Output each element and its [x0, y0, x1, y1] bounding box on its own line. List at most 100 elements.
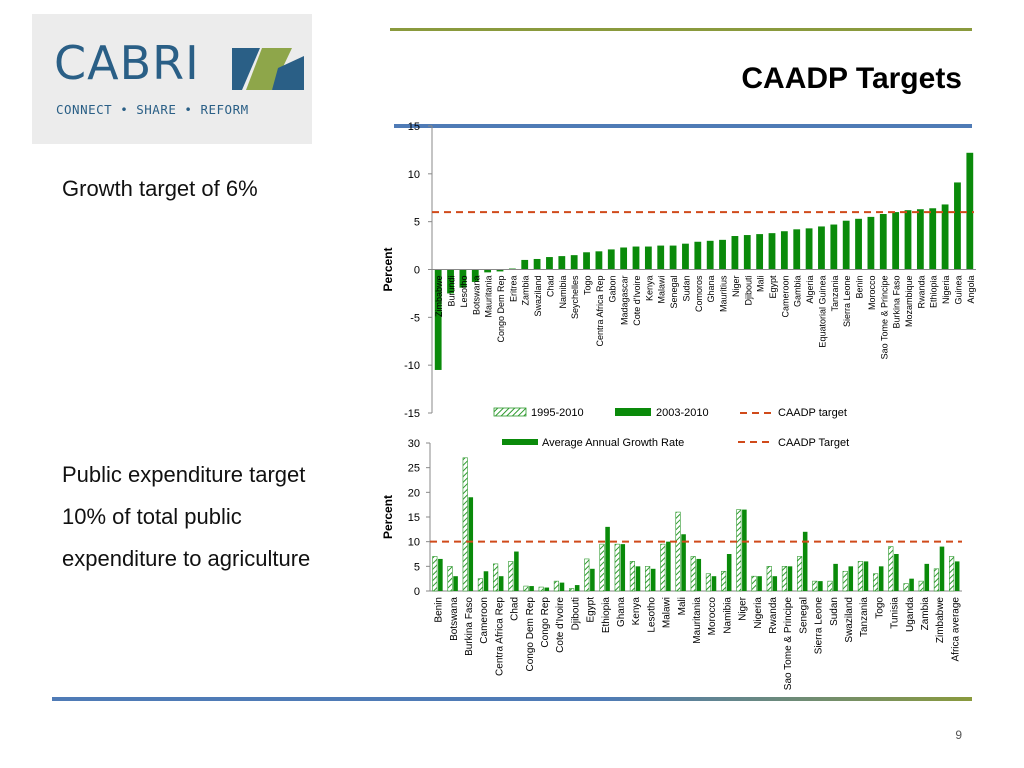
x-tick-label: Congo Dem Rep [525, 597, 536, 672]
y-tick-label: -5 [410, 312, 420, 324]
bar-solid [939, 546, 945, 591]
bar [632, 246, 640, 270]
x-tick-label: Mali [756, 276, 766, 293]
bar-hatched [690, 556, 696, 592]
x-tick-label: Cote d'Ivoire [555, 597, 566, 653]
bar-hatched [584, 558, 590, 592]
page-number: 9 [955, 728, 962, 742]
legend-label: Average Annual Growth Rate [542, 437, 684, 449]
bar-solid [696, 558, 702, 591]
x-tick-label: Kenya [644, 276, 654, 302]
bar-solid [605, 526, 610, 591]
bar-solid [711, 576, 717, 591]
bar-solid [818, 581, 823, 591]
bar-solid [954, 561, 960, 591]
bar [434, 269, 442, 370]
bar-solid [878, 566, 884, 591]
x-tick-label: Tunisia [890, 597, 901, 629]
bar-hatched [660, 543, 666, 592]
x-tick-label: Nigeria [941, 276, 951, 305]
bar-hatched [918, 580, 924, 592]
x-tick-label: Morocco [707, 597, 718, 636]
bar-solid [453, 576, 458, 591]
bar-hatched [812, 580, 818, 592]
bar-hatched [569, 588, 575, 592]
bar-hatched [629, 561, 636, 592]
bar-solid [468, 497, 474, 591]
bar-solid [650, 568, 656, 591]
x-tick-label: Malawi [662, 597, 673, 628]
bar-solid [514, 551, 519, 591]
slide-title: CAADP Targets [741, 62, 962, 95]
bar-solid [438, 558, 443, 591]
logo-tagline: CONNECT • SHARE • REFORM [56, 102, 249, 117]
bar-solid [620, 544, 626, 591]
x-tick-label: Gabon [607, 276, 617, 303]
bar [595, 251, 603, 270]
x-tick-label: Malawi [657, 276, 667, 304]
x-tick-label: Chad [545, 276, 555, 298]
bar-solid [574, 585, 580, 591]
bar [669, 245, 677, 270]
bar-hatched [751, 575, 757, 592]
x-tick-label: Senegal [798, 597, 809, 634]
x-tick-label: Burundi [447, 276, 457, 307]
bar-solid [802, 531, 808, 591]
bar-solid [757, 576, 762, 591]
bar [768, 233, 776, 270]
growth-chart: -15 -10 -5 0 5 10 15 Percent Zimbabwe Burundi Leso… [381, 121, 976, 420]
x-tick-label: Congo Dem Rep [496, 276, 506, 343]
bar-hatched [447, 566, 453, 592]
bar [447, 269, 454, 294]
bar [607, 249, 615, 270]
bar-solid [483, 571, 489, 591]
bar [583, 252, 590, 270]
bar [682, 243, 689, 270]
bar [570, 255, 578, 270]
y-tick-label: 5 [414, 561, 420, 573]
x-tick-label: Namibia [558, 276, 568, 309]
bar [855, 218, 862, 270]
bar [941, 204, 949, 270]
x-tick-label: Tanzania [859, 597, 870, 637]
x-tick-label: Lesotho [459, 276, 469, 308]
x-tick-label: Guinea [953, 276, 963, 305]
x-tick-label: Lesotho [646, 597, 657, 633]
x-tick-label: Mali [677, 597, 688, 615]
x-tick-label: Sierra Leone [842, 276, 852, 328]
y-tick-label: 15 [408, 512, 420, 524]
bar [546, 257, 553, 270]
x-tick-label: Namibia [722, 597, 733, 634]
bar [459, 269, 467, 288]
bar [657, 245, 665, 270]
x-tick-label: Sierra Leone [814, 597, 825, 655]
bar-solid [863, 561, 869, 591]
bar-hatched [614, 543, 620, 592]
top-accent-bar [390, 28, 972, 31]
legend-label: CAADP Target [778, 437, 849, 449]
bar-hatched [736, 509, 742, 592]
bar [805, 228, 813, 270]
bar [558, 256, 566, 270]
bar-solid [726, 554, 732, 591]
x-tick-label: Togo [583, 276, 593, 296]
bar-hatched [705, 573, 712, 592]
y-tick-label: 10 [408, 169, 420, 181]
bar [533, 258, 541, 270]
expenditure-chart: 0 5 10 15 20 25 30 Percent Benin Botswana Burkina … [381, 437, 962, 690]
x-tick-label: Djibouti [570, 597, 581, 630]
x-tick-label: Botswana [471, 276, 481, 316]
bar-hatched [553, 580, 560, 592]
bar-hatched [493, 563, 499, 592]
bar-hatched [781, 566, 788, 592]
x-tick-label: Centra Africa Rep [494, 597, 505, 676]
x-tick-label: Gambia [793, 276, 803, 308]
bar-solid [742, 509, 747, 591]
x-tick-label: Sao Tome & Principe [879, 276, 889, 360]
bar-solid [498, 576, 504, 591]
bar-hatched [933, 568, 940, 592]
y-tick-label: 10 [408, 537, 420, 549]
y-tick-label: 25 [408, 463, 420, 475]
bar [966, 152, 974, 270]
